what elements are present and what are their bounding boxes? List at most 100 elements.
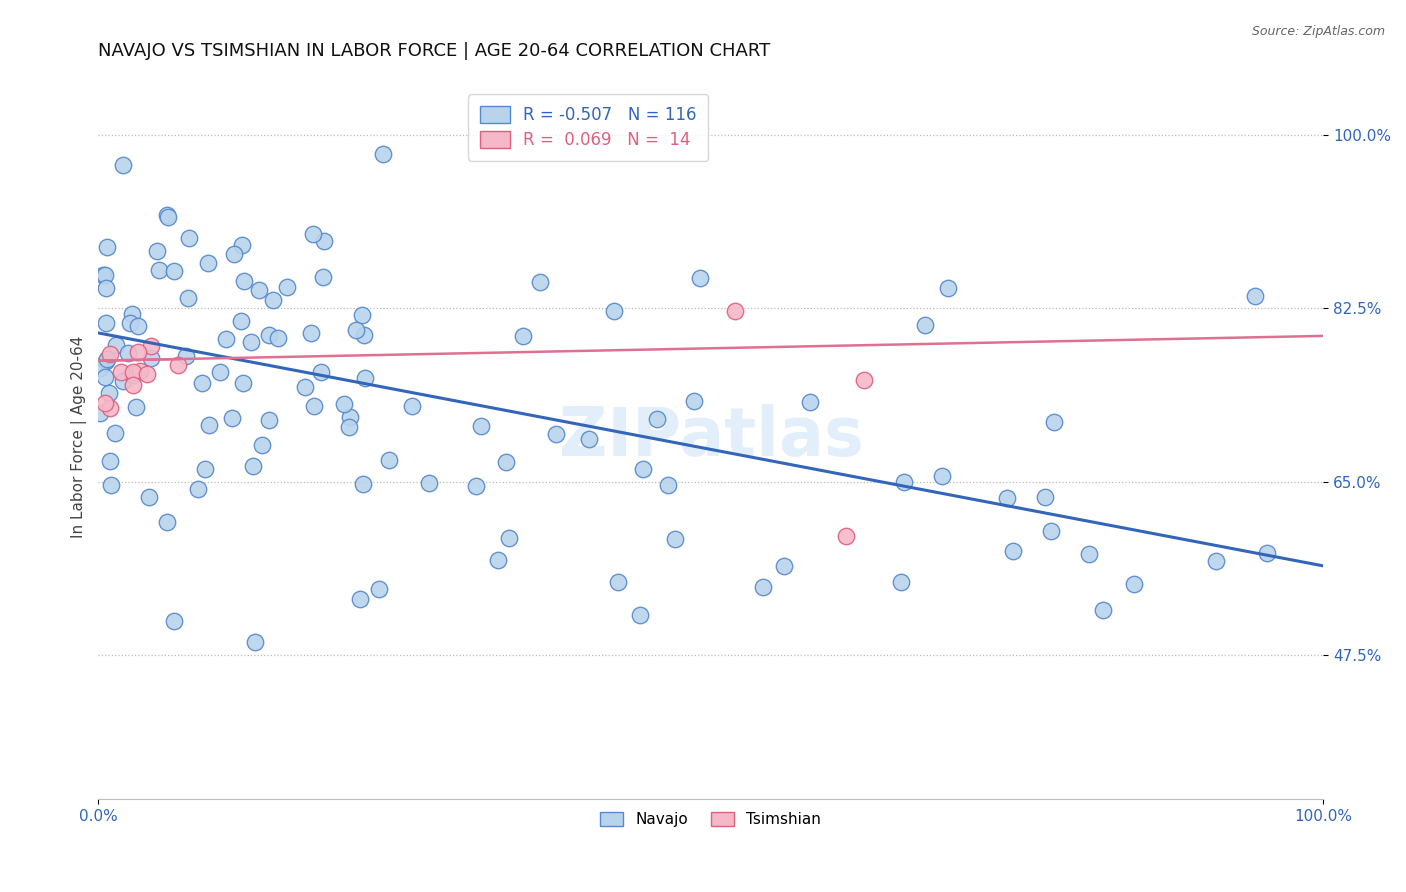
Point — [628, 607, 651, 622]
Point — [157, 211, 180, 225]
Point — [259, 328, 281, 343]
Point — [110, 365, 132, 379]
Point — [94, 369, 117, 384]
Point — [128, 364, 150, 378]
Point — [890, 575, 912, 590]
Point — [465, 478, 488, 492]
Point — [94, 354, 117, 368]
Point — [301, 227, 323, 242]
Point — [773, 559, 796, 574]
Point — [177, 231, 200, 245]
Point — [117, 346, 139, 360]
Text: NAVAJO VS TSIMSHIAN IN LABOR FORCE | AGE 20-64 CORRELATION CHART: NAVAJO VS TSIMSHIAN IN LABOR FORCE | AGE… — [98, 42, 770, 60]
Point — [294, 380, 316, 394]
Point — [266, 331, 288, 345]
Point — [146, 244, 169, 258]
Point — [127, 319, 149, 334]
Point — [141, 351, 163, 366]
Point — [139, 339, 162, 353]
Point — [91, 268, 114, 282]
Point — [352, 477, 374, 491]
Point — [311, 270, 333, 285]
Point — [367, 582, 389, 596]
Point — [578, 432, 600, 446]
Point — [1042, 415, 1064, 429]
Point — [1256, 545, 1278, 559]
Point — [96, 351, 118, 366]
Point — [121, 307, 143, 321]
Point — [512, 328, 534, 343]
Point — [354, 371, 377, 385]
Point — [94, 316, 117, 330]
Point — [470, 418, 492, 433]
Point — [309, 365, 332, 379]
Point — [104, 338, 127, 352]
Point — [138, 490, 160, 504]
Point — [239, 334, 262, 349]
Point — [262, 293, 284, 307]
Point — [197, 255, 219, 269]
Point — [167, 358, 190, 372]
Point — [98, 454, 121, 468]
Point — [1244, 289, 1267, 303]
Point — [834, 529, 856, 543]
Point — [914, 318, 936, 332]
Point — [89, 361, 111, 376]
Point — [215, 332, 238, 346]
Point — [191, 376, 214, 391]
Point — [257, 413, 280, 427]
Point — [1001, 544, 1024, 558]
Point — [938, 281, 960, 295]
Point — [243, 635, 266, 649]
Point — [304, 400, 326, 414]
Point — [112, 374, 135, 388]
Point — [353, 328, 375, 343]
Point — [221, 411, 243, 425]
Point — [247, 283, 270, 297]
Point — [529, 275, 551, 289]
Point — [931, 469, 953, 483]
Point — [418, 476, 440, 491]
Point — [163, 263, 186, 277]
Point — [689, 271, 711, 285]
Point — [98, 347, 121, 361]
Point — [606, 575, 628, 590]
Point — [276, 279, 298, 293]
Point — [339, 410, 361, 425]
Point — [94, 281, 117, 295]
Point — [1033, 490, 1056, 504]
Point — [98, 401, 121, 415]
Point — [337, 420, 360, 434]
Point — [995, 491, 1018, 505]
Point — [156, 516, 179, 530]
Point — [852, 373, 875, 387]
Point — [89, 406, 111, 420]
Point — [174, 349, 197, 363]
Point — [104, 425, 127, 440]
Point — [631, 461, 654, 475]
Point — [222, 246, 245, 260]
Point — [1123, 577, 1146, 591]
Legend: Navajo, Tsimshian: Navajo, Tsimshian — [593, 805, 830, 835]
Point — [233, 275, 256, 289]
Point — [299, 326, 322, 341]
Point — [177, 291, 200, 305]
Point — [122, 368, 145, 382]
Y-axis label: In Labor Force | Age 20-64: In Labor Force | Age 20-64 — [72, 335, 87, 538]
Point — [252, 438, 274, 452]
Text: ZIPatlas: ZIPatlas — [558, 404, 863, 470]
Point — [724, 304, 747, 318]
Point — [352, 308, 374, 322]
Point — [752, 580, 775, 594]
Point — [242, 459, 264, 474]
Point — [683, 394, 706, 409]
Point — [122, 378, 145, 392]
Point — [1092, 603, 1115, 617]
Point — [121, 365, 143, 379]
Point — [349, 592, 371, 607]
Point — [1078, 547, 1101, 561]
Point — [495, 455, 517, 469]
Point — [163, 614, 186, 628]
Point — [645, 412, 668, 426]
Point — [799, 395, 821, 409]
